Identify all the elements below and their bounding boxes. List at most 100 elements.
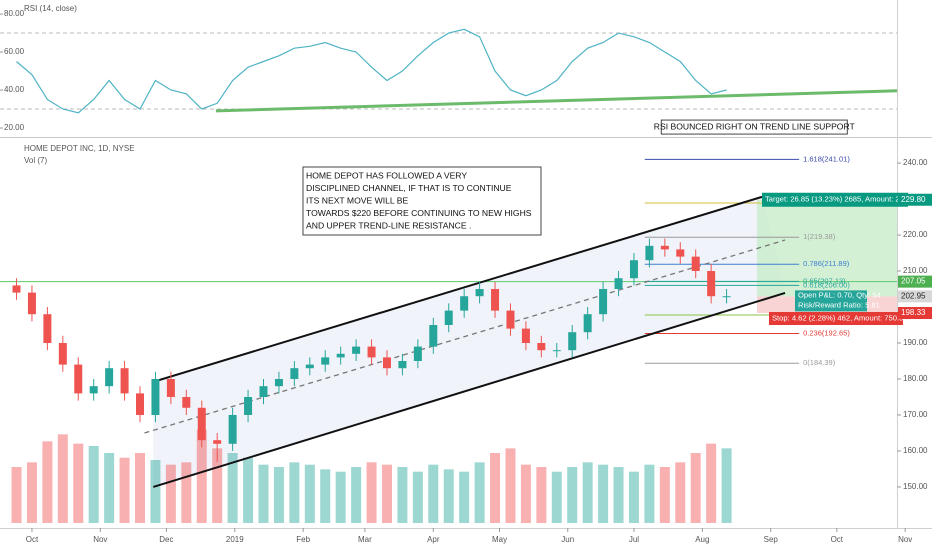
volume-bar <box>104 453 115 523</box>
candle-body <box>352 346 361 354</box>
volume-bar <box>88 446 99 523</box>
candle-body <box>382 357 391 369</box>
candle-body <box>707 271 716 297</box>
candle-body <box>645 245 654 261</box>
volume-bar <box>644 464 655 523</box>
candle-body <box>336 353 345 358</box>
rsi-annotation: RSI BOUNCED RIGHT ON TREND LINE SUPPORT <box>654 121 856 131</box>
price-tick-label: 210.00 <box>903 266 928 275</box>
volume-bar <box>381 464 392 523</box>
time-tick-label: Apr <box>427 535 440 544</box>
volume-bar <box>567 467 578 523</box>
candle-body <box>429 325 438 347</box>
rsi-tick-label: 20.00 <box>4 123 25 132</box>
price-label-box <box>898 290 932 303</box>
price-tick-label: 240.00 <box>903 158 928 167</box>
candle-body <box>213 440 222 444</box>
time-tick-label: Oct <box>26 535 39 544</box>
volume-bar <box>397 467 408 523</box>
volume-bar <box>181 462 192 523</box>
volume-bar <box>165 464 176 523</box>
volume-bar <box>289 462 300 523</box>
price-tick-label: 180.00 <box>903 374 928 383</box>
volume-bar <box>721 448 732 523</box>
candle-body <box>27 292 36 315</box>
candle-body <box>460 296 469 311</box>
symbol-legend: HOME DEPOT INC, 1D, NYSE <box>24 144 135 153</box>
volume-bar <box>443 469 454 523</box>
volume-bar <box>428 464 439 523</box>
rsi-legend: RSI (14, close) <box>24 4 77 13</box>
price-tick-label: 150.00 <box>903 482 928 491</box>
volume-bar <box>57 434 68 523</box>
rsi-line <box>16 28 727 114</box>
candle-body <box>691 256 700 272</box>
candle-body <box>274 378 283 387</box>
candle-body <box>244 396 253 415</box>
candle-body <box>43 314 52 343</box>
price-label-box <box>898 193 932 206</box>
volume-bar <box>11 467 22 523</box>
candle-body <box>367 346 376 358</box>
rsi-trend-line <box>215 89 898 113</box>
fib-label: 0(184.39) <box>803 358 836 367</box>
candle-body <box>12 285 21 293</box>
time-tick-label: Sep <box>764 535 779 544</box>
fib-label: 0.618(206.00) <box>803 280 850 289</box>
time-tick-label: Dec <box>159 535 173 544</box>
time-tick-label: Nov <box>93 535 107 544</box>
time-tick-label: Jul <box>629 535 639 544</box>
candle-body <box>228 414 237 444</box>
rsi-tick-label: 80.00 <box>4 9 25 18</box>
volume-bar <box>613 467 624 523</box>
candle-body <box>182 396 191 408</box>
rsi-tick-label: 40.00 <box>4 85 25 94</box>
note-line: TOWARDS $220 BEFORE CONTINUING TO NEW HI… <box>306 208 532 218</box>
time-tick-label: Nov <box>898 535 912 544</box>
candle-body <box>444 310 453 326</box>
candle-body <box>537 342 546 351</box>
volume-bar <box>628 471 639 523</box>
volume-bar <box>706 443 717 523</box>
volume-bar <box>258 464 269 523</box>
price-label-box <box>898 275 932 288</box>
note-line: ITS NEXT MOVE WILL BE <box>306 195 408 205</box>
stop-label-box <box>768 312 903 326</box>
price-tick-label: 170.00 <box>903 410 928 419</box>
volume-bar <box>320 469 331 523</box>
pnl-label: Open P&L: 0.70, Qty: 54 <box>798 290 881 299</box>
volume-bar <box>536 467 547 523</box>
price-tick-label: 190.00 <box>903 338 928 347</box>
note-line: DISCIPLINED CHANNEL, IF THAT IS TO CONTI… <box>306 183 512 193</box>
volume-bar <box>598 464 609 523</box>
candle-body <box>614 278 623 290</box>
volume-bar <box>675 462 686 523</box>
volume-bar <box>150 460 161 523</box>
stop-label: Stop: 4.62 (2.28%) 462, Amount: 750.52 <box>772 314 908 323</box>
volume-bar <box>273 467 284 523</box>
candle-body <box>722 296 731 298</box>
volume-bar <box>196 429 207 523</box>
volume-bar <box>119 457 130 523</box>
volume-bar <box>42 441 53 523</box>
fib-label: 0.65(207.13) <box>803 276 846 285</box>
candle-body <box>74 364 83 394</box>
volume-bar <box>335 471 346 523</box>
time-tick-label: May <box>492 535 507 544</box>
candle-body <box>166 378 175 397</box>
volume-bar <box>459 471 470 523</box>
rsi-annotation-box <box>660 119 848 135</box>
volume-bar <box>366 462 377 523</box>
price-label-box <box>898 307 932 320</box>
note-box <box>302 166 542 236</box>
ratio-label: Risk/Reward Ratio: 5.81 <box>798 300 880 309</box>
price-tick-label: 160.00 <box>903 446 928 455</box>
candle-body <box>506 310 515 329</box>
price-label: 202.95 <box>901 291 926 300</box>
candle-body <box>321 357 330 365</box>
time-tick-label: 2019 <box>226 535 244 544</box>
candle-body <box>583 314 592 333</box>
channel-lower <box>152 292 786 488</box>
candle-body <box>398 360 407 369</box>
volume-bar <box>135 453 146 523</box>
